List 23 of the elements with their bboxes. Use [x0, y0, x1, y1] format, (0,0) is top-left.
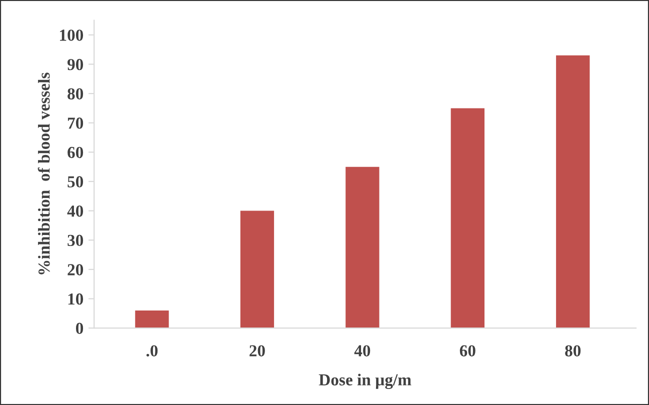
bar	[450, 108, 484, 328]
bar	[556, 55, 590, 328]
bar	[346, 166, 380, 328]
x-tick-label: 60	[460, 345, 476, 356]
x-tick-label: .0	[146, 345, 158, 357]
x-tick-label: 80	[565, 345, 581, 356]
y-tick-label: 20	[68, 264, 84, 276]
x-tick-label: 20	[250, 345, 265, 356]
x-tick-label: 40	[354, 345, 370, 356]
y-tick-label: 30	[68, 234, 84, 246]
y-tick-label: 10	[68, 293, 84, 305]
y-tick-label: 0	[76, 322, 84, 334]
y-tick-label: 80	[68, 88, 84, 100]
y-tick-label: 40	[67, 205, 84, 217]
y-axis-title: %inhibition of blood vessels	[38, 72, 50, 274]
y-tick-label: 50	[68, 176, 84, 188]
y-tick-label: 60	[68, 146, 84, 158]
x-axis-title: Dose in µg/m	[318, 374, 412, 389]
y-tick-label: 100	[60, 30, 84, 41]
y-tick-label: 90	[67, 58, 84, 70]
bar	[240, 210, 274, 328]
bar	[135, 310, 169, 328]
y-tick-label: 70	[68, 118, 84, 129]
